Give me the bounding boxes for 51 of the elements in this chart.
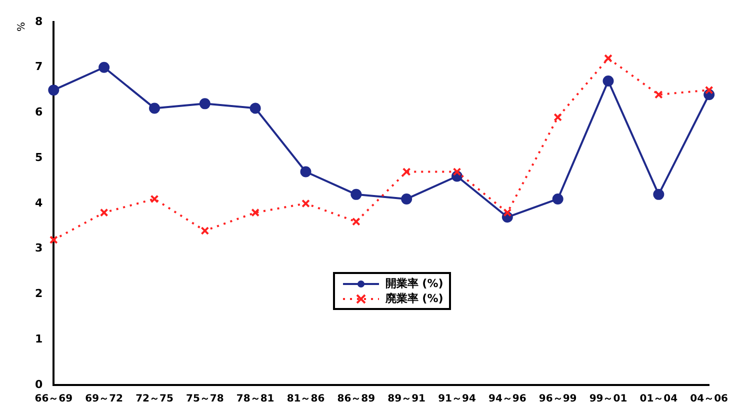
point xyxy=(452,168,462,176)
point xyxy=(350,188,362,200)
y-axis-title: % xyxy=(16,22,28,32)
point xyxy=(250,102,261,114)
point xyxy=(604,54,612,62)
point xyxy=(300,166,312,178)
x-tick-label: 04～06 xyxy=(690,394,728,405)
point xyxy=(653,188,664,200)
point xyxy=(602,75,614,86)
point xyxy=(704,86,714,94)
point xyxy=(554,113,562,122)
point xyxy=(49,236,58,244)
y-tick-label: 5 xyxy=(35,150,43,164)
point xyxy=(100,208,108,217)
point xyxy=(552,193,564,204)
x-tick-label: 86～89 xyxy=(337,394,376,405)
y-tick-label: 6 xyxy=(35,106,43,119)
x-tick-label: 72～75 xyxy=(136,394,174,405)
x-tick-label: 81～86 xyxy=(286,394,325,405)
x-tick-label: 96～99 xyxy=(538,394,577,405)
point xyxy=(200,226,210,235)
point xyxy=(150,194,159,204)
y-tick-label: 1 xyxy=(35,332,43,346)
legend-label: 開業率 (%) xyxy=(385,276,444,291)
x-tick-label: 89～91 xyxy=(388,394,426,405)
x-tick-label: 66～69 xyxy=(34,394,73,405)
y-tick-label: 2 xyxy=(35,287,43,300)
point xyxy=(402,168,411,176)
point xyxy=(98,62,110,73)
point xyxy=(302,199,310,208)
y-tick-label: 8 xyxy=(35,14,43,28)
x-tick-label: 69～72 xyxy=(85,394,124,405)
x-tick-label: 01～04 xyxy=(640,394,678,405)
point xyxy=(48,84,60,96)
x-tick-label: 75～78 xyxy=(186,394,224,405)
y-tick-label: 0 xyxy=(35,378,43,391)
y-tick-label: 3 xyxy=(35,242,43,255)
point xyxy=(251,208,260,217)
y-tick-label: 4 xyxy=(35,196,43,210)
point xyxy=(401,193,412,204)
point xyxy=(199,98,210,110)
legend-label: 廃業率 (%) xyxy=(385,291,444,306)
x-tick-label: 91～94 xyxy=(438,394,476,405)
y-tick-label: 7 xyxy=(35,60,43,74)
x-tick-label: 94～96 xyxy=(488,394,526,405)
point xyxy=(352,217,360,226)
point xyxy=(148,102,160,114)
x-tick-label: 78～81 xyxy=(236,394,274,405)
point xyxy=(503,208,512,217)
point xyxy=(654,90,663,99)
x-tick-label: 99～01 xyxy=(589,394,628,405)
